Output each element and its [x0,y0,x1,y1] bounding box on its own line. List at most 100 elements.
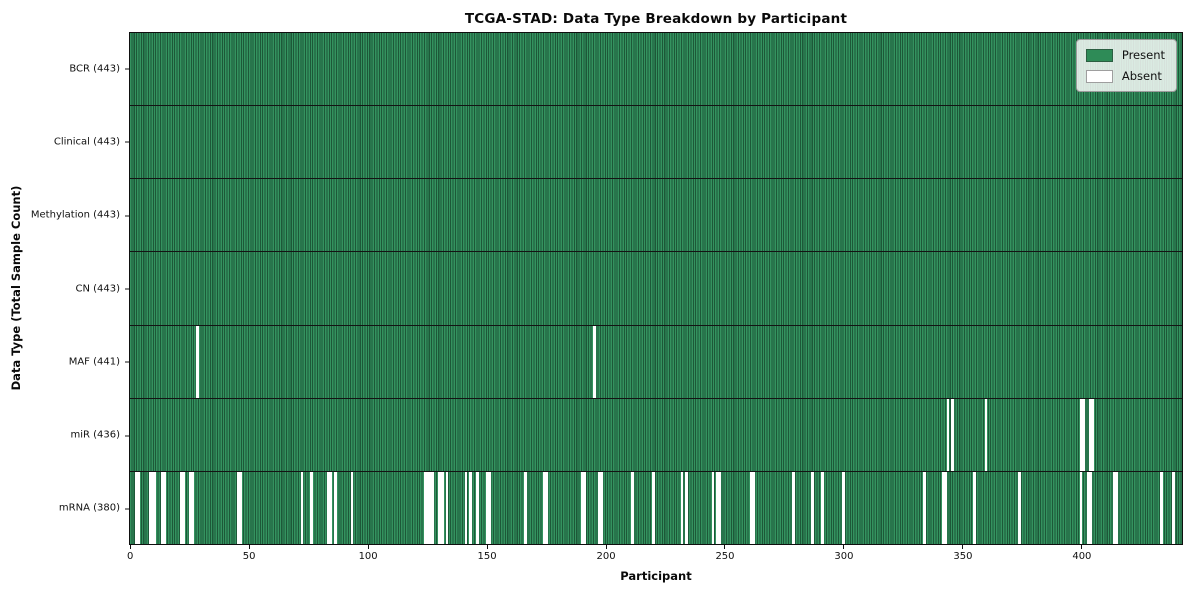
ytick-label-miR: miR (436) [70,430,129,441]
absent-gap [1079,398,1083,471]
ytick-label-MAF: MAF (441) [69,356,129,367]
ytick-mark [125,215,129,217]
absent-gap [685,471,689,544]
absent-gap [716,471,720,544]
absent-gap [136,471,140,544]
absent-gap [329,471,332,544]
absent-gap [1079,471,1083,544]
absent-gap [944,471,948,544]
absent-gap [191,471,195,544]
ytick-mark [125,288,129,290]
chart-title: TCGA-STAD: Data Type Breakdown by Partic… [464,11,848,27]
ytick-label-Clinical: Clinical (443) [54,136,129,147]
absent-gap [941,471,945,544]
absent-gap [488,471,492,544]
absent-gap [542,471,546,544]
absent-gap [1172,471,1175,544]
absent-gap [238,471,242,544]
ytick-mark [125,435,129,437]
absent-gap [189,471,192,544]
legend: Present Absent [1075,39,1177,92]
absent-gap [134,471,138,544]
absent-gap [599,471,603,544]
y-axis-ticks: BCR (443) Clinical (443) Methylation (443)… [0,32,129,545]
absent-gap [438,471,442,544]
absent-gap [1115,471,1119,544]
absent-gap [485,471,489,544]
absent-gap [236,471,240,544]
legend-item-present: Present [1085,48,1165,62]
ytick-mark [125,508,129,510]
legend-label-absent: Absent [1121,69,1162,83]
absent-gap [984,398,988,471]
xtick-mark [129,545,131,549]
absent-gap [792,471,796,544]
absent-gap [523,471,527,544]
absent-gap [469,471,473,544]
absent-gap [1082,398,1085,471]
absent-gap [424,471,427,544]
absent-gap [592,325,596,398]
absent-gap [445,471,449,544]
absent-gap [1089,398,1092,471]
xtick-mark [962,545,964,549]
absent-gap [630,471,634,544]
xtick-label: 200 [596,551,616,562]
absent-gap [151,471,154,544]
absent-gap [1091,398,1095,471]
row-BCR [130,33,1182,107]
absent-gap [545,471,549,544]
xtick-label: 0 [127,551,134,562]
absent-gap [597,471,601,544]
row-Methylation [130,179,1182,253]
heatmap-rows [130,33,1182,544]
xtick-label: 150 [477,551,497,562]
absent-gap [680,471,684,544]
absent-gap [160,471,164,544]
absent-gap [476,471,480,544]
absent-gap [163,471,166,544]
row-Clinical [130,106,1182,180]
absent-gap [153,471,157,544]
absent-gap [820,471,824,544]
absent-gap [842,471,845,544]
x-axis-label: Participant [620,569,692,583]
absent-gap [426,471,430,544]
ytick-mark [125,68,129,70]
absent-gap [1112,471,1116,544]
ytick-label-mRNA: mRNA (380) [59,503,129,514]
absent-gap [583,471,587,544]
row-miR [130,398,1182,472]
absent-gap [972,471,976,544]
absent-gap [196,325,199,398]
xtick-label: 350 [953,551,973,562]
absent-gap [428,471,432,544]
absent-gap [1086,471,1090,544]
ytick-label-Methylation: Methylation (443) [31,210,129,221]
row-MAF [130,325,1182,399]
absent-gap [1017,471,1021,544]
row-CN [130,252,1182,326]
absent-gap [1160,471,1164,544]
absent-gap [326,471,330,544]
absent-gap [751,471,755,544]
absent-gap [300,471,304,544]
ytick-label-CN: CN (443) [75,283,129,294]
absent-gap [350,471,354,544]
absent-gap [1089,471,1092,544]
absent-gap [310,471,313,544]
xtick-label: 400 [1072,551,1092,562]
xtick-mark [1081,545,1083,549]
absent-gap [922,471,926,544]
ytick-mark [125,141,129,143]
absent-gap [464,471,468,544]
xtick-mark [724,545,726,549]
xtick-mark [248,545,250,549]
absent-gap [179,471,183,544]
absent-gap [951,398,955,471]
absent-gap [811,471,815,544]
xtick-mark [486,545,488,549]
absent-gap [431,471,435,544]
xtick-mark [367,545,369,549]
xtick-mark [843,545,845,549]
